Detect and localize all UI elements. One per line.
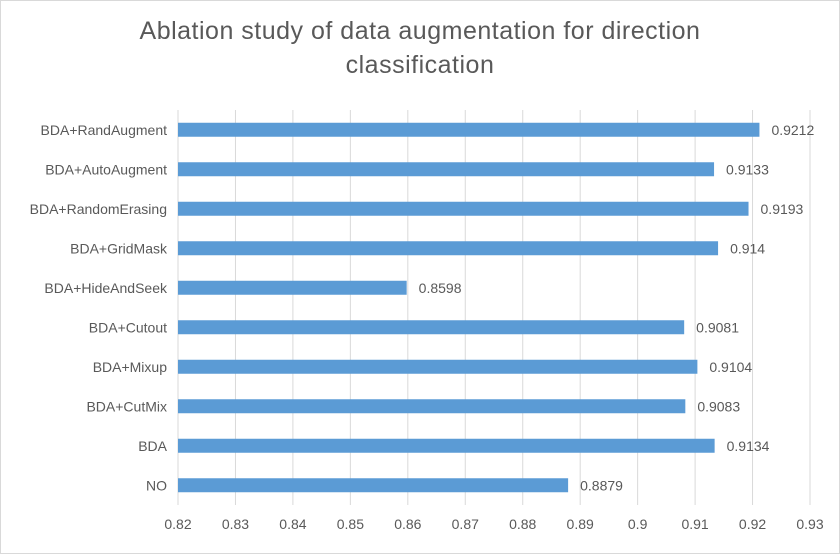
category-labels: BDA+RandAugment BDA+AutoAugment BDA+Random… xyxy=(30,122,168,494)
value-label: 0.9134 xyxy=(727,438,770,454)
bar xyxy=(178,399,686,414)
x-tick-label: 0.84 xyxy=(279,516,306,532)
value-label: 0.8879 xyxy=(580,477,623,493)
bar xyxy=(178,438,715,453)
category-label: BDA+CutMix xyxy=(86,398,167,414)
value-label: 0.9104 xyxy=(709,359,752,375)
value-label: 0.9212 xyxy=(771,122,814,138)
x-tick-label: 0.9 xyxy=(628,516,648,532)
bar xyxy=(178,201,749,216)
chart-title: Ablation study of data augmentation for … xyxy=(0,14,840,82)
value-label: 0.8598 xyxy=(419,280,462,296)
category-label: BDA+RandAugment xyxy=(41,122,168,138)
chart-title-line-2: classification xyxy=(345,51,495,79)
category-label: BDA+HideAndSeek xyxy=(44,280,168,296)
bar xyxy=(178,241,719,256)
category-label: NO xyxy=(146,477,167,493)
category-label: BDA+RandomErasing xyxy=(30,201,167,217)
bar xyxy=(178,280,407,295)
bar xyxy=(178,478,569,493)
category-label: BDA xyxy=(138,438,167,454)
bar xyxy=(178,359,698,374)
value-label: 0.914 xyxy=(730,240,765,256)
x-tick-label: 0.83 xyxy=(222,516,249,532)
x-axis-tick-labels: 0.82 0.83 0.84 0.85 0.86 0.87 0.88 0.89 0.9 0.91 0… xyxy=(164,516,823,532)
value-labels: 0.9212 0.9133 0.9193 0.914 0.8598 0.9081 0.910… xyxy=(419,122,815,494)
x-tick-label: 0.91 xyxy=(681,516,708,532)
x-tick-label: 0.89 xyxy=(567,516,594,532)
bar xyxy=(178,320,685,335)
x-tick-label: 0.82 xyxy=(164,516,191,532)
x-tick-label: 0.85 xyxy=(337,516,364,532)
category-label: BDA+Cutout xyxy=(89,319,167,335)
value-label: 0.9193 xyxy=(761,201,804,217)
x-tick-label: 0.87 xyxy=(452,516,479,532)
x-tick-label: 0.86 xyxy=(394,516,421,532)
bar xyxy=(178,122,760,137)
bar xyxy=(178,162,715,177)
category-label: BDA+AutoAugment xyxy=(45,161,167,177)
x-tick-label: 0.88 xyxy=(509,516,536,532)
value-label: 0.9083 xyxy=(697,398,740,414)
bars xyxy=(178,122,760,493)
value-label: 0.9081 xyxy=(696,319,739,335)
chart-title-line-1: Ablation study of data augmentation for … xyxy=(139,17,701,45)
category-label: BDA+Mixup xyxy=(93,359,168,375)
x-tick-label: 0.92 xyxy=(739,516,766,532)
category-label: BDA+GridMask xyxy=(70,240,168,256)
x-tick-label: 0.93 xyxy=(796,516,823,532)
value-label: 0.9133 xyxy=(726,161,769,177)
